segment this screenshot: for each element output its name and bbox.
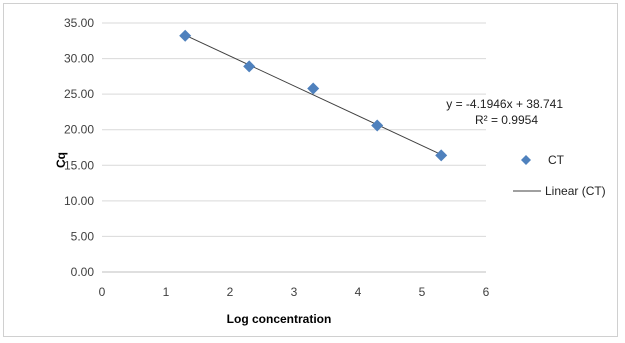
y-tick-label: 10.00 [64,194,94,208]
x-tick-label: 5 [419,285,426,299]
y-axis-ticks: 0.00 5.00 10.00 15.00 20.00 25.00 30.00 35.00 [64,16,94,279]
trendline-equation: y = -4.1946x + 38.741 [446,97,563,111]
legend-label-linear: Linear (CT) [545,184,606,198]
x-tick-label: 4 [355,285,362,299]
y-tick-label: 0.00 [71,265,95,279]
x-axis-title: Log concentration [227,312,332,326]
y-tick-label: 25.00 [64,87,94,101]
y-axis-title: Cq [54,152,68,168]
y-tick-label: 5.00 [71,229,95,243]
data-point [179,29,192,42]
x-axis-ticks: 0 1 2 3 4 5 6 [99,285,490,299]
x-tick-label: 2 [227,285,234,299]
y-tick-label: 30.00 [64,52,94,66]
x-tick-label: 6 [483,285,490,299]
y-tick-label: 35.00 [64,16,94,30]
y-tick-label: 15.00 [64,158,94,172]
data-points [179,29,448,162]
legend-label-ct: CT [548,153,565,167]
y-tick-label: 20.00 [64,123,94,137]
data-point [243,60,256,73]
x-tick-label: 0 [99,285,106,299]
x-tick-label: 3 [291,285,298,299]
r-squared-label: R² = 0.9954 [475,113,538,127]
data-point [435,149,448,162]
legend: CT Linear (CT) [513,153,606,198]
data-point [307,82,320,95]
legend-marker-ct [521,155,531,165]
data-point [371,119,384,132]
trendline [184,34,442,155]
gridlines [102,22,486,237]
trendline-layer [184,34,442,155]
x-tick-label: 1 [163,285,170,299]
